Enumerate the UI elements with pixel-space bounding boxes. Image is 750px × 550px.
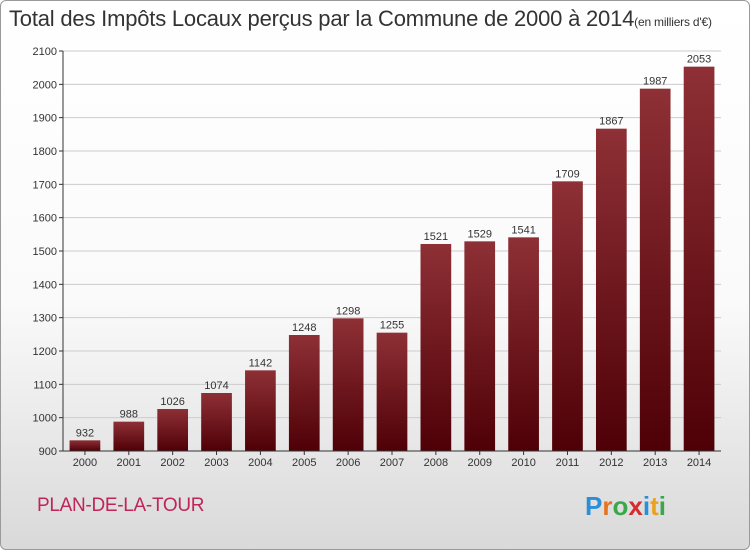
x-tick-label-2010: 2010 [511, 457, 535, 469]
y-tick-label: 1500 [33, 246, 57, 258]
data-label-2004: 1142 [249, 357, 273, 369]
proxiti-logo[interactable]: Proxiti [585, 491, 666, 522]
bar-2000[interactable] [69, 440, 101, 451]
y-tick-label: 1200 [33, 346, 57, 358]
bar-2011[interactable] [552, 181, 583, 452]
logo-letter: r [602, 491, 613, 521]
y-tick-label: 1900 [33, 113, 57, 125]
data-label-2014: 2053 [687, 54, 711, 66]
y-tick-label: 2000 [33, 79, 57, 91]
y-tick-label: 1000 [33, 413, 57, 425]
bar-2014[interactable] [683, 66, 715, 452]
x-tick-label-2000: 2000 [73, 457, 97, 469]
data-label-2006: 1298 [336, 305, 360, 317]
bars [69, 66, 715, 452]
x-tick-label-2006: 2006 [336, 457, 360, 469]
bar-2006[interactable] [332, 318, 364, 451]
data-label-2007: 1255 [380, 320, 404, 332]
bar-2012[interactable] [595, 128, 627, 451]
bar-2005[interactable] [288, 335, 320, 451]
x-tick-label-2007: 2007 [380, 457, 404, 469]
bar-2013[interactable] [639, 88, 671, 452]
bar-2003[interactable] [201, 393, 232, 451]
x-tick-label-2001: 2001 [117, 457, 141, 469]
x-tick-label-2014: 2014 [687, 457, 711, 469]
data-label-2010: 1541 [511, 224, 535, 236]
data-label-2003: 1074 [204, 380, 228, 392]
x-tick-label-2012: 2012 [599, 457, 623, 469]
bar-2002[interactable] [157, 409, 189, 451]
commune-name: PLAN-DE-LA-TOUR [37, 495, 205, 516]
bar-2004[interactable] [245, 370, 276, 451]
y-tick-label: 1800 [33, 146, 57, 158]
y-tick-label: 1300 [33, 313, 57, 325]
bar-2010[interactable] [508, 237, 539, 451]
logo-letter: P [585, 491, 603, 521]
logo-letter: x [628, 491, 643, 521]
x-tick-label-2008: 2008 [424, 457, 448, 469]
labels: 900 1000 1100 1200 1300 1400 1500 1600 1700 1800 1… [33, 46, 712, 469]
bar-2001[interactable] [113, 421, 145, 451]
bar-2009[interactable] [464, 241, 496, 451]
chart-title-unit: (en milliers d'€) [634, 15, 712, 29]
bar-2007[interactable] [376, 332, 408, 451]
chart-title-text: Total des Impôts Locaux perçus par la Co… [9, 6, 635, 31]
data-label-2000: 932 [76, 427, 94, 439]
y-tick-label: 1600 [33, 213, 57, 225]
logo-letter: t [650, 491, 659, 521]
x-tick-label-2002: 2002 [160, 457, 184, 469]
chart-title: Total des Impôts Locaux perçus par la Co… [9, 6, 712, 32]
logo-letter: o [612, 491, 629, 521]
data-label-2012: 1867 [599, 116, 623, 128]
data-label-2002: 1026 [160, 396, 184, 408]
logo-letter: i [658, 491, 666, 521]
x-tick-label-2013: 2013 [643, 457, 667, 469]
x-tick-label-2004: 2004 [248, 457, 272, 469]
data-label-2011: 1709 [555, 168, 579, 180]
x-tick-label-2003: 2003 [204, 457, 228, 469]
data-label-2013: 1987 [643, 76, 667, 88]
bar-2008[interactable] [420, 244, 452, 451]
y-tick-label: 900 [39, 446, 57, 458]
data-label-2008: 1521 [424, 231, 448, 243]
data-label-2001: 988 [120, 409, 138, 421]
x-tick-label-2005: 2005 [292, 457, 316, 469]
y-tick-label: 2100 [33, 46, 57, 58]
axes [59, 50, 721, 455]
x-tick-label-2011: 2011 [556, 457, 580, 469]
y-tick-label: 1700 [33, 179, 57, 191]
logo-letter: i [642, 491, 651, 521]
y-tick-label: 1400 [33, 279, 57, 291]
y-tick-label: 1100 [33, 379, 57, 391]
data-label-2009: 1529 [467, 228, 491, 240]
x-tick-label-2009: 2009 [467, 457, 491, 469]
data-label-2005: 1248 [292, 322, 316, 334]
